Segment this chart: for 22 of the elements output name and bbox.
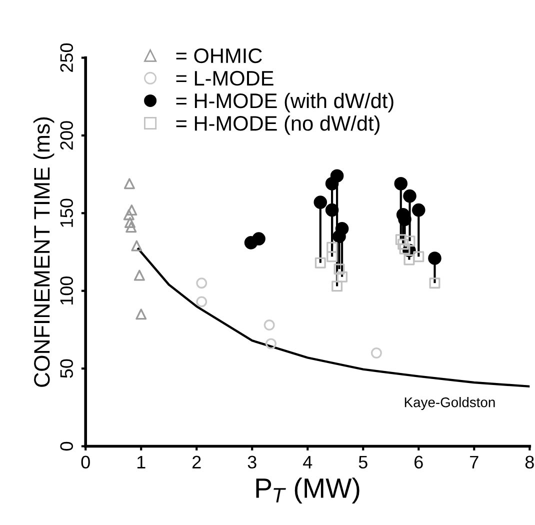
- x-tick-label: 0: [81, 456, 90, 469]
- y-tick-label: 250: [60, 43, 74, 72]
- legend-label: = H-MODE (with dW/dt): [176, 92, 394, 112]
- x-tick-label: 1: [137, 456, 146, 468]
- y-tick-label: 50: [60, 359, 74, 378]
- x-tick-label: 6: [414, 456, 423, 469]
- legend-label: = OHMIC: [176, 48, 262, 64]
- x-tick-label: 5: [358, 456, 368, 469]
- y-tick-label: 100: [60, 276, 74, 305]
- x-tick-label: 2: [192, 456, 201, 468]
- y-tick-label: 0: [60, 442, 74, 451]
- x-tick-label: 8: [525, 456, 534, 469]
- legend-label: = L-MODE: [176, 70, 274, 86]
- y-tick-label: 150: [60, 198, 74, 227]
- x-tick-label: 3: [248, 456, 256, 469]
- y-axis-title: CONFINEMENT TIME (ms): [33, 117, 54, 387]
- x-tick-label: 7: [470, 456, 478, 468]
- y-tick-label: 200: [60, 121, 74, 150]
- x-tick-label: 4: [303, 456, 312, 468]
- x-axis-title: P$_{T}$ (MW): [256, 478, 360, 504]
- annotation: Kaye-Goldston: [404, 397, 495, 410]
- legend-label: = H-MODE (no dW/dt): [176, 115, 380, 135]
